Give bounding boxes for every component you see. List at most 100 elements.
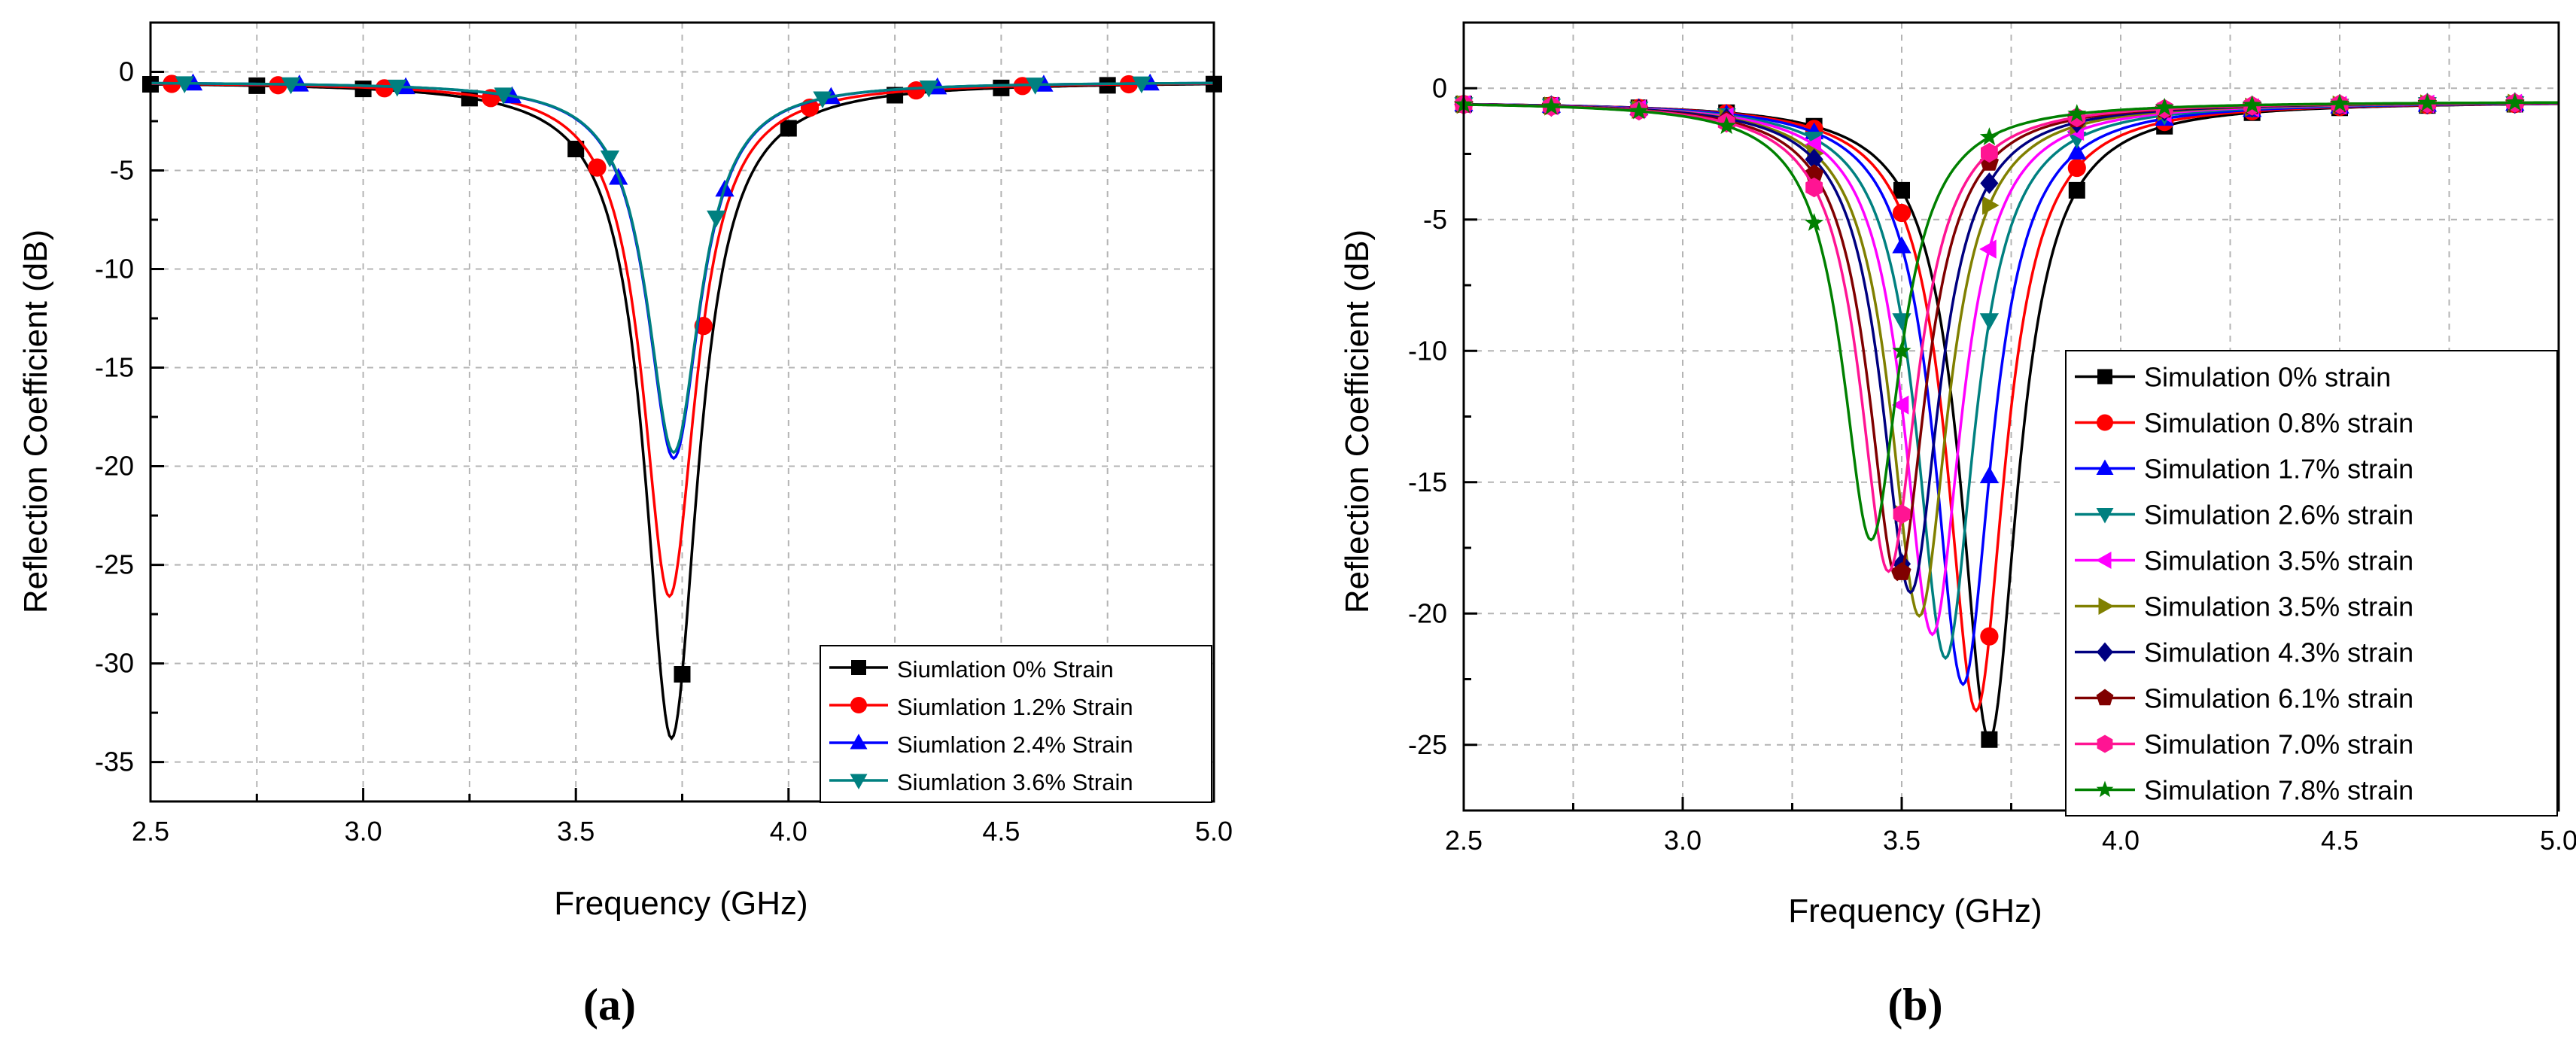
legend-b: Simulation 0% strain Simulation 0.8% stra… [2065,350,2558,817]
x-axis-label-a: Frequency (GHz) [554,885,807,922]
legend-label: Simulation 2.6% strain [2144,500,2413,531]
legend-label: Siumlation 2.4% Strain [897,731,1133,758]
legend-item-3: Simulation 1.7% strain [2075,454,2413,485]
x-tick-label: 4.0 [770,816,807,847]
data-point-marker [707,210,726,228]
y-tick-label: -20 [1408,598,1447,628]
x-tick-label: 5.0 [2540,825,2576,856]
legend-label: Siumlation 0% Strain [897,656,1114,683]
data-point-marker [281,77,301,95]
y-axis-label-b: Reflection Coefficient (dB) [1339,230,1376,613]
legend-label: Simulation 3.5% strain [2144,591,2413,622]
data-point-marker [1892,562,1911,580]
legend-marker [2097,369,2112,385]
legend-item-5: Simulation 3.5% strain [2075,546,2413,576]
legend-item-7: Simulation 4.3% strain [2075,637,2413,668]
x-tick-label: 4.5 [2321,825,2359,856]
y-tick-label: -5 [1423,204,1447,235]
data-point-marker [1805,177,1823,198]
legend-label: Simulation 4.3% strain [2144,637,2413,668]
x-tick-label: 2.5 [1445,825,1483,856]
axes-a: 2.5 3.0 3.5 4.0 4.5 5.0 0 -5 -10 -15 -20 -25 -30 -35 [95,56,1233,847]
data-point-marker [2330,93,2349,112]
legend-item-8: Simulation 6.1% strain [2075,683,2413,714]
legend-item-9: Simulation 7.0% strain [2075,729,2413,760]
x-tick-label: 4.5 [982,816,1020,847]
y-tick-label: -15 [1408,467,1447,497]
data-point-marker [1132,76,1151,94]
data-point-marker [567,141,585,158]
legend-label: Siumlation 3.6% Strain [897,769,1133,795]
x-tick-label: 3.0 [1664,825,1702,856]
y-tick-label: -25 [95,549,134,580]
data-point-marker [1979,313,2000,330]
series-group-b [1453,92,2559,748]
data-point-marker [2155,97,2174,116]
panel-label-a: (a) [583,980,636,1029]
data-point-marker [388,79,407,97]
y-tick-label: -35 [95,747,134,777]
legend-item-10: Simulation 7.8% strain [2075,775,2413,806]
y-tick-label: -10 [95,254,134,284]
legend-marker [2097,414,2113,431]
data-point-marker [2068,181,2085,199]
data-point-marker [1982,196,2000,215]
legend-item-4: Simulation 2.6% strain [2075,500,2413,531]
data-point-marker [1892,203,1911,223]
data-point-marker [2505,93,2525,111]
legend-marker [851,660,866,675]
x-tick-label: 3.5 [557,816,595,847]
y-axis-label-a: Reflection Coefficient (dB) [17,230,54,613]
data-point-marker [494,87,513,105]
data-point-marker [1891,395,1909,415]
data-point-marker [600,150,620,168]
data-point-marker [2417,93,2437,111]
legend-marker [850,697,867,713]
x-tick-label: 3.0 [345,816,382,847]
legend-label: Simulation 6.1% strain [2144,683,2413,714]
x-tick-label: 4.0 [2102,825,2140,856]
data-point-marker [588,158,607,177]
series-line-3 [151,81,1214,461]
data-point-marker [1629,101,1649,120]
data-point-marker [1717,116,1736,135]
data-point-marker [813,91,832,109]
legend-label: Simulation 3.5% strain [2144,546,2413,576]
data-point-marker [1980,172,1999,194]
data-point-marker [1981,731,1998,748]
y-tick-label: -30 [95,648,134,679]
x-tick-label: 2.5 [132,816,169,847]
data-point-marker [175,76,194,93]
legend-label: Simulation 0.8% strain [2144,408,2413,439]
data-point-marker [1892,236,1911,254]
y-tick-label: -10 [1408,335,1447,366]
data-point-marker [1893,181,1910,199]
legend-item-1: Simulation 0% strain [2075,362,2391,393]
data-point-marker [993,79,1010,96]
y-tick-label: -20 [95,451,134,482]
data-point-marker [1981,142,1998,163]
legend-box [2065,350,2558,817]
x-axis-label-b: Frequency (GHz) [1788,893,2042,929]
panel-label-b: (b) [1887,980,1942,1029]
data-point-marker [2067,158,2086,178]
grid-b [1464,23,2559,810]
legend-marker [2096,508,2114,524]
chart-panel-a: (a) Frequency (GHz) Reflection Coefficie… [17,21,1233,1029]
legend-label: Simulation 1.7% strain [2144,454,2413,485]
data-point-marker [1025,78,1045,95]
x-tick-label: 3.5 [1883,825,1921,856]
y-tick-label: 0 [1432,72,1447,103]
data-point-marker [1979,239,1997,259]
data-point-marker [2067,104,2087,122]
data-point-marker [2067,142,2087,160]
legend-item-2: Siumlation 1.2% Strain [829,694,1133,720]
data-point-marker [780,120,797,137]
legend-item-1: Siumlation 0% Strain [829,656,1114,683]
legend-marker [2097,734,2113,753]
data-point-marker [1979,127,1999,145]
data-point-marker [2243,95,2262,114]
legend-marker [2098,598,2114,615]
legend-marker [2097,642,2113,662]
